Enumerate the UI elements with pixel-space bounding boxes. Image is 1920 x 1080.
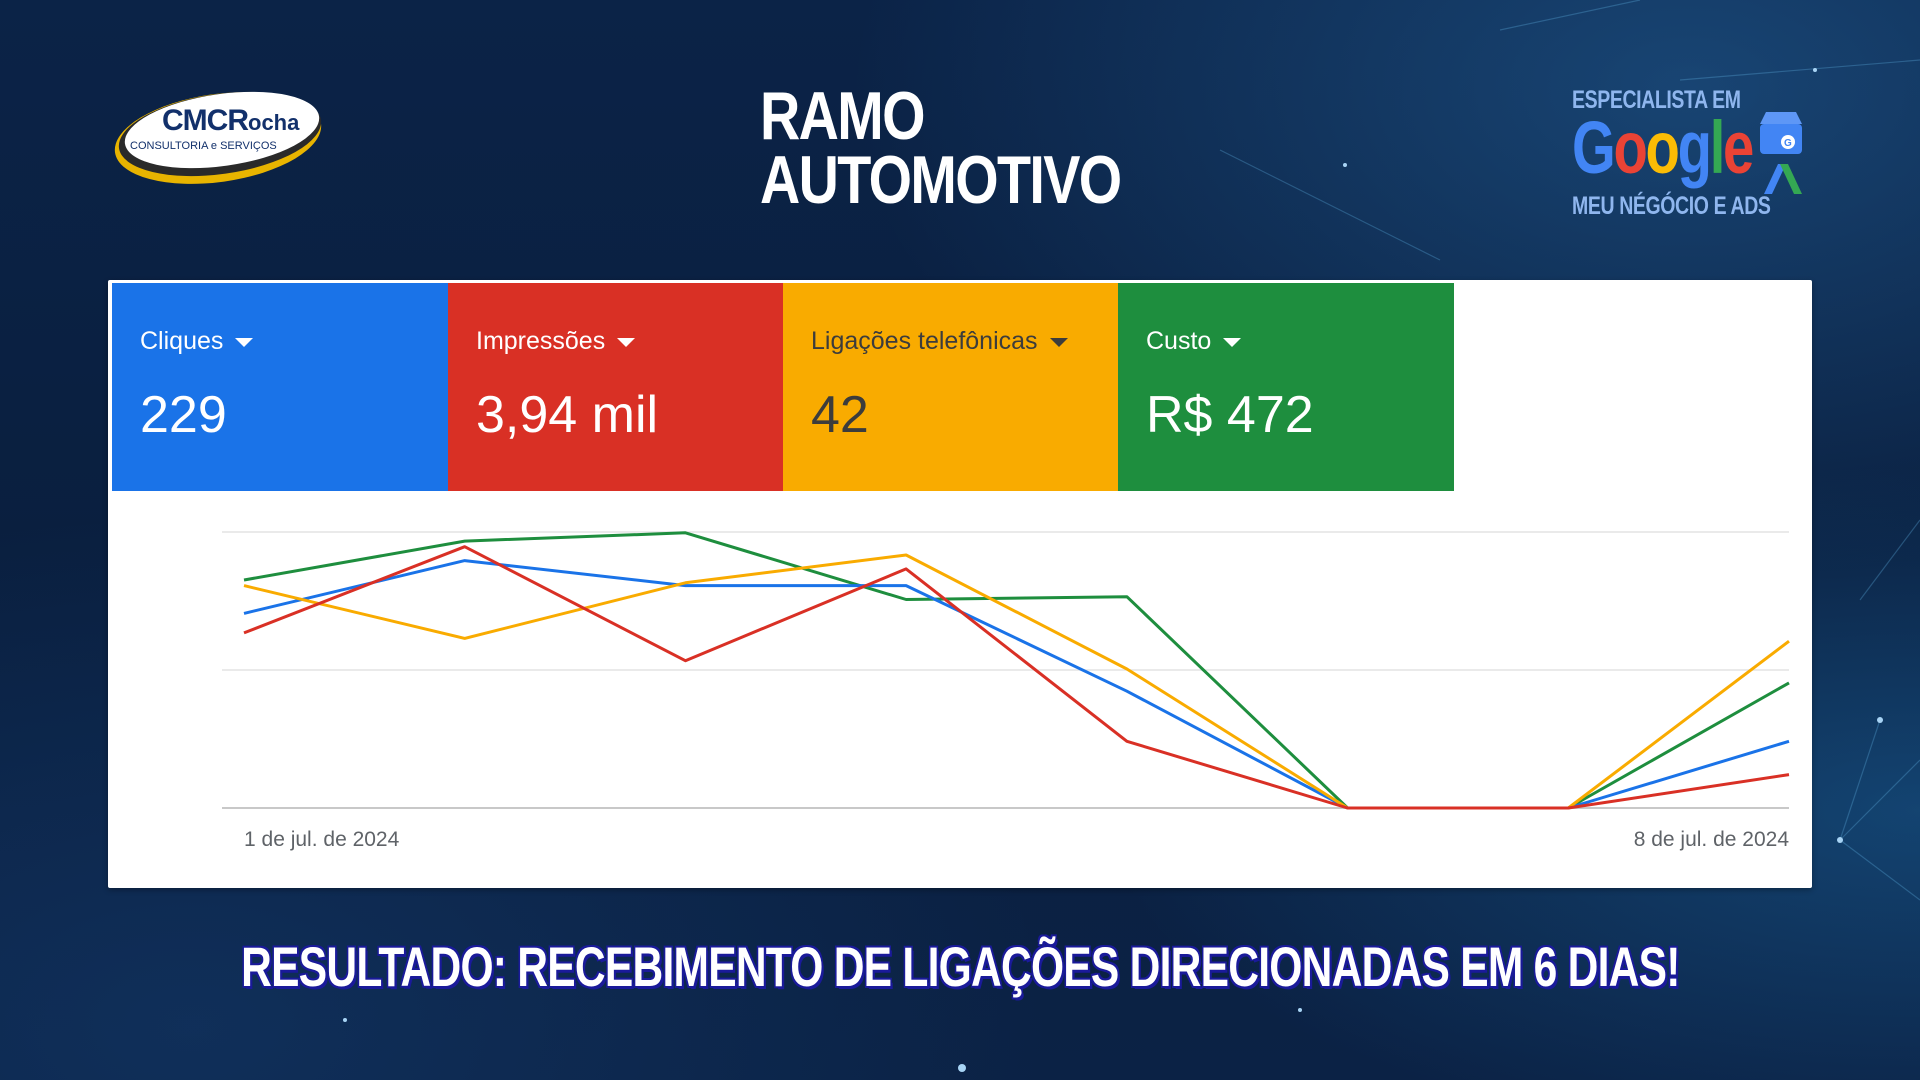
metric-value-clicks: 229 xyxy=(140,386,227,444)
line-chart: 1 de jul. de 2024 8 de jul. de 2024 xyxy=(222,531,1790,851)
badge-bottom-text: MEU NÉGÓCIO E ADS xyxy=(1572,192,1771,220)
x-axis-start-label: 1 de jul. de 2024 xyxy=(244,828,400,851)
metric-value-phone-calls: 42 xyxy=(811,386,869,444)
title-line-1: RAMO xyxy=(760,78,925,154)
cmc-rocha-logo: CMCRocha CONSULTORIA e SERVIÇOS xyxy=(108,82,328,192)
title-line-2: AUTOMOTIVO xyxy=(760,142,1122,218)
metric-card-cost[interactable]: Custo R$ 472 xyxy=(1118,283,1454,491)
dropdown-arrow-icon xyxy=(1223,337,1242,347)
dropdown-arrow-icon xyxy=(1049,337,1068,347)
caption-text: RESULTADO: RECEBIMENTO DE LIGAÇÕES DIREC… xyxy=(240,935,1680,998)
metric-value-impressions: 3,94 mil xyxy=(476,386,659,444)
svg-text:G: G xyxy=(1784,138,1792,149)
metric-label-cost[interactable]: Custo xyxy=(1146,327,1242,356)
page-title: RAMO AUTOMOTIVO xyxy=(760,78,1122,218)
ads-metrics-panel: Cliques 229 Impressões 3,94 mil Ligações… xyxy=(108,280,1812,888)
series-line-3 xyxy=(243,545,1790,810)
google-wordmark: Google xyxy=(1572,106,1754,189)
metric-value-cost: R$ 472 xyxy=(1146,386,1314,444)
metric-card-phone-calls[interactable]: Ligações telefônicas 42 xyxy=(783,283,1119,491)
result-caption: RESULTADO: RECEBIMENTO DE LIGAÇÕES DIREC… xyxy=(0,934,1920,999)
dropdown-arrow-icon xyxy=(617,337,636,347)
metric-label-impressions[interactable]: Impressões xyxy=(476,327,636,356)
chart-grid xyxy=(222,531,1789,809)
metric-card-clicks[interactable]: Cliques 229 xyxy=(112,283,448,491)
metric-label-phone-calls[interactable]: Ligações telefônicas xyxy=(811,327,1068,356)
chart-series xyxy=(243,531,1790,810)
x-axis-end-label: 8 de jul. de 2024 xyxy=(1634,828,1790,851)
metric-label-clicks[interactable]: Cliques xyxy=(140,327,254,356)
google-specialist-badge: ESPECIALISTA EM Google MEU NÉGÓCIO E ADS… xyxy=(1572,84,1812,224)
metric-card-impressions[interactable]: Impressões 3,94 mil xyxy=(448,283,784,491)
series-line-2 xyxy=(243,553,1790,810)
logo-tagline: CONSULTORIA e SERVIÇOS xyxy=(130,140,277,152)
badge-top-text: ESPECIALISTA EM xyxy=(1572,86,1741,114)
dropdown-arrow-icon xyxy=(235,337,254,347)
logo-ellipse-icon xyxy=(114,91,322,184)
google-my-business-and-ads-icon: G xyxy=(1760,112,1802,194)
